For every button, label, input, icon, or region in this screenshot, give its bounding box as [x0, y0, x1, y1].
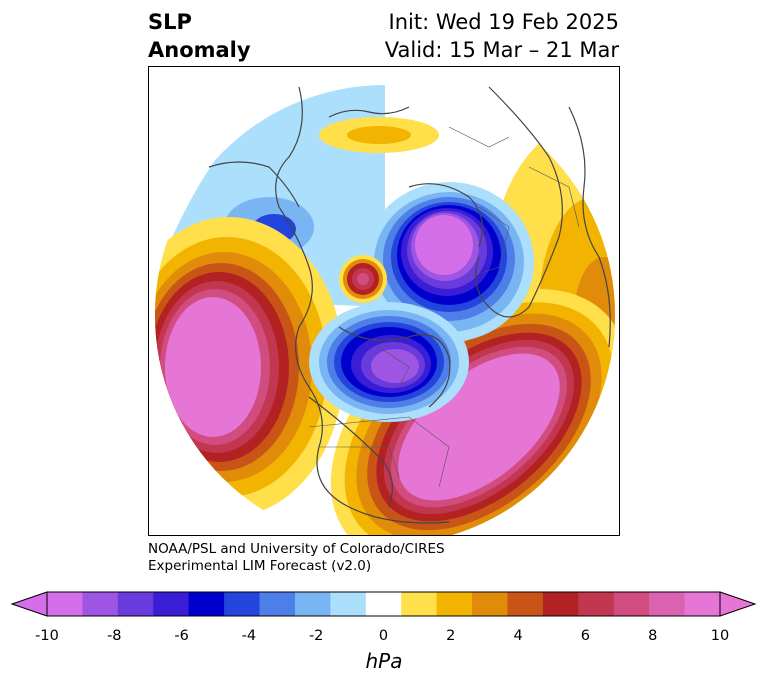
- colorbar-cell: [578, 592, 615, 616]
- colorbar-outline: [46, 591, 721, 617]
- positive-anomaly-shading: [398, 353, 560, 501]
- coastlines: [208, 86, 611, 524]
- negative-anomaly-shading: [415, 215, 473, 275]
- colorbar-tick-label: 8: [648, 628, 658, 644]
- credit-model: Experimental LIM Forecast (v2.0): [148, 558, 372, 574]
- colorbar-cell: [153, 592, 190, 616]
- colorbar-tick-label: -4: [241, 628, 257, 644]
- colorbar-under-arrow: [10, 591, 48, 617]
- map-title: SLP Anomaly: [148, 8, 251, 64]
- colorbar-cell: [613, 592, 650, 616]
- valid-range: Valid: 15 Mar – 21 Mar: [384, 38, 619, 62]
- colorbar-tick-label: 6: [580, 628, 591, 644]
- forecast-dates: Init: Wed 19 Feb 2025 Valid: 15 Mar – 21…: [385, 8, 619, 64]
- colorbar-tick-label: -10: [35, 628, 59, 644]
- colorbar-cell: [82, 592, 119, 616]
- colorbar-cell: [188, 592, 225, 616]
- colorbar-tick-label: -6: [174, 628, 189, 644]
- credit-organization: NOAA/PSL and University of Colorado/CIRE…: [148, 541, 445, 557]
- slp-anomaly-map: [148, 66, 620, 536]
- positive-anomaly-shading: [165, 297, 261, 437]
- colorbar-cell: [507, 592, 544, 616]
- colorbar-cell: [224, 592, 261, 616]
- colorbar-cell: [472, 592, 508, 616]
- colorbar-cell: [436, 592, 473, 616]
- positive-anomaly-shading: [347, 126, 411, 144]
- colorbar-tick-label: 4: [513, 628, 523, 644]
- title-variable: SLP: [148, 10, 192, 34]
- colorbar-cell: [684, 592, 721, 616]
- init-date: Init: Wed 19 Feb 2025: [388, 10, 619, 34]
- positive-anomaly-shading: [357, 273, 369, 285]
- colorbar-tick-label: 2: [446, 628, 456, 644]
- colorbar-unit: hPa: [365, 649, 403, 673]
- colorbar-tick-label: -8: [107, 628, 122, 644]
- colorbar-cell: [294, 592, 331, 616]
- data-credits: NOAA/PSL and University of Colorado/CIRE…: [148, 541, 445, 575]
- colorbar-cell: [259, 592, 296, 616]
- colorbar-cell: [401, 592, 438, 616]
- map-canvas: [149, 67, 619, 535]
- colorbar-tick-label: 0: [378, 628, 389, 644]
- title-anomaly: Anomaly: [148, 38, 251, 62]
- political-borders: [308, 126, 580, 488]
- colorbar-tick-label: 10: [710, 628, 730, 644]
- colorbar-over-arrow: [719, 591, 757, 617]
- colorbar-cell: [365, 592, 402, 616]
- colorbar-tick-label: -2: [308, 628, 324, 644]
- negative-anomaly-shading: [371, 349, 419, 383]
- colorbar: [10, 591, 757, 617]
- colorbar-cell: [47, 592, 83, 616]
- colorbar-cell: [542, 592, 579, 616]
- colorbar-cell: [649, 592, 686, 616]
- colorbar-cells: [47, 592, 721, 616]
- colorbar-cell: [330, 592, 367, 616]
- colorbar-cell: [117, 592, 154, 616]
